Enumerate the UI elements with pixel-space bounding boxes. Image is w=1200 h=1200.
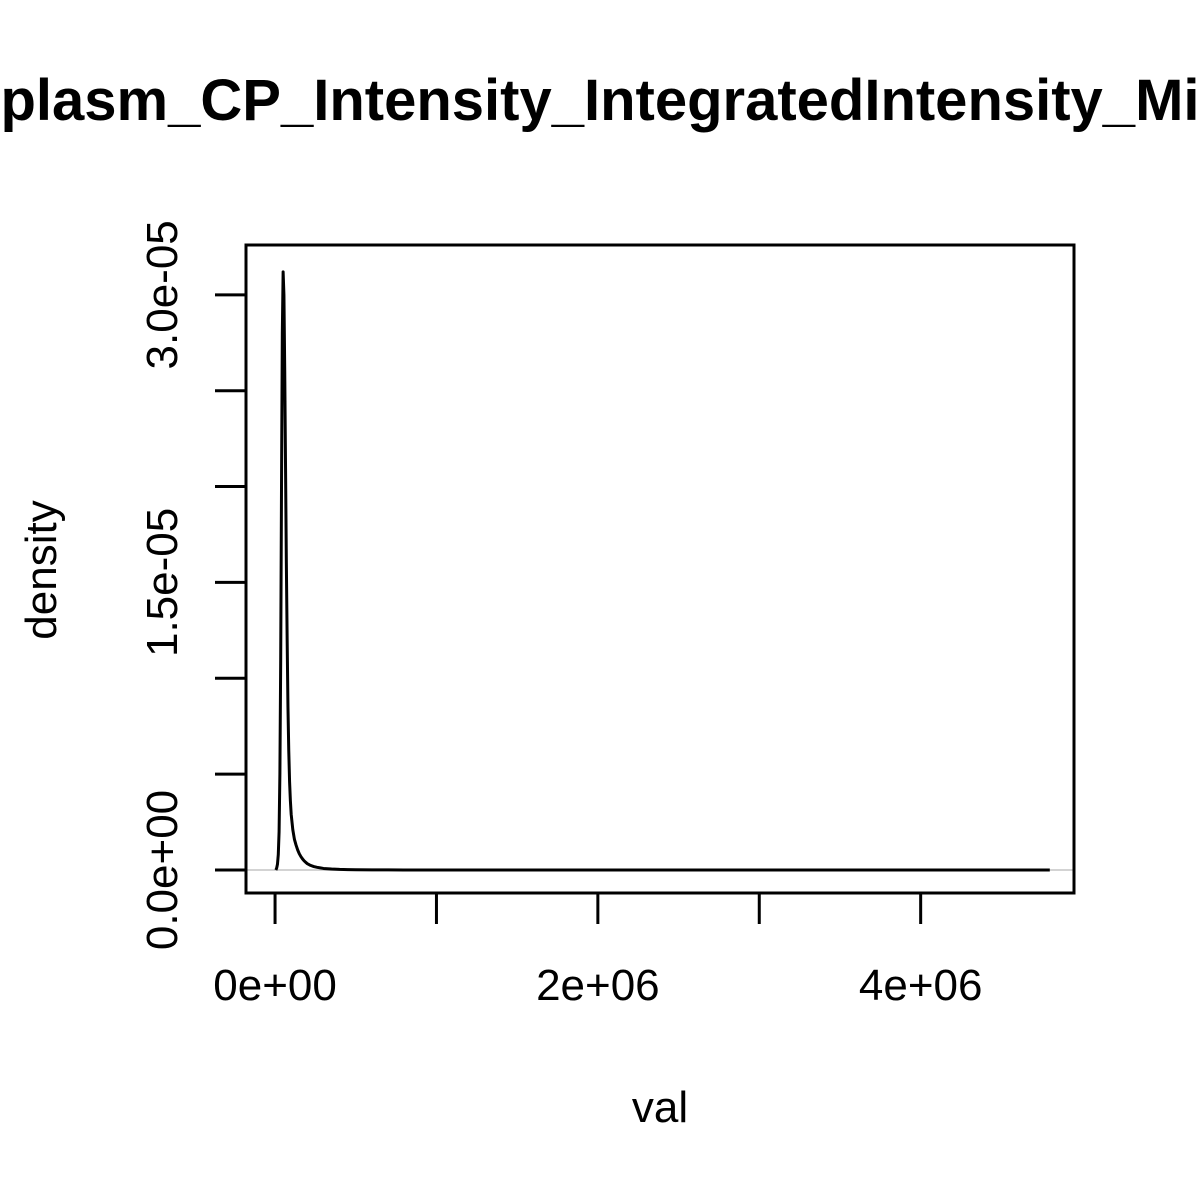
chart-title: plasm_CP_Intensity_IntegratedIntensity_M… [1,68,1200,133]
x-tick-label: 2e+06 [536,961,660,1010]
density-line [274,270,1050,872]
x-tick-label: 4e+06 [859,961,983,1010]
x-axis: 0e+00 2e+06 4e+06 [213,893,982,1010]
y-axis: 0.0e+00 1.5e-05 3.0e-05 [138,220,246,950]
y-tick-label: 1.5e-05 [138,508,187,657]
x-axis-label: val [632,1083,688,1132]
plot-frame [244,243,1076,895]
y-tick-label: 3.0e-05 [138,220,187,369]
y-tick-label: 0.0e+00 [138,790,187,950]
x-tick-label: 0e+00 [213,961,337,1010]
y-axis-label: density [17,500,66,639]
